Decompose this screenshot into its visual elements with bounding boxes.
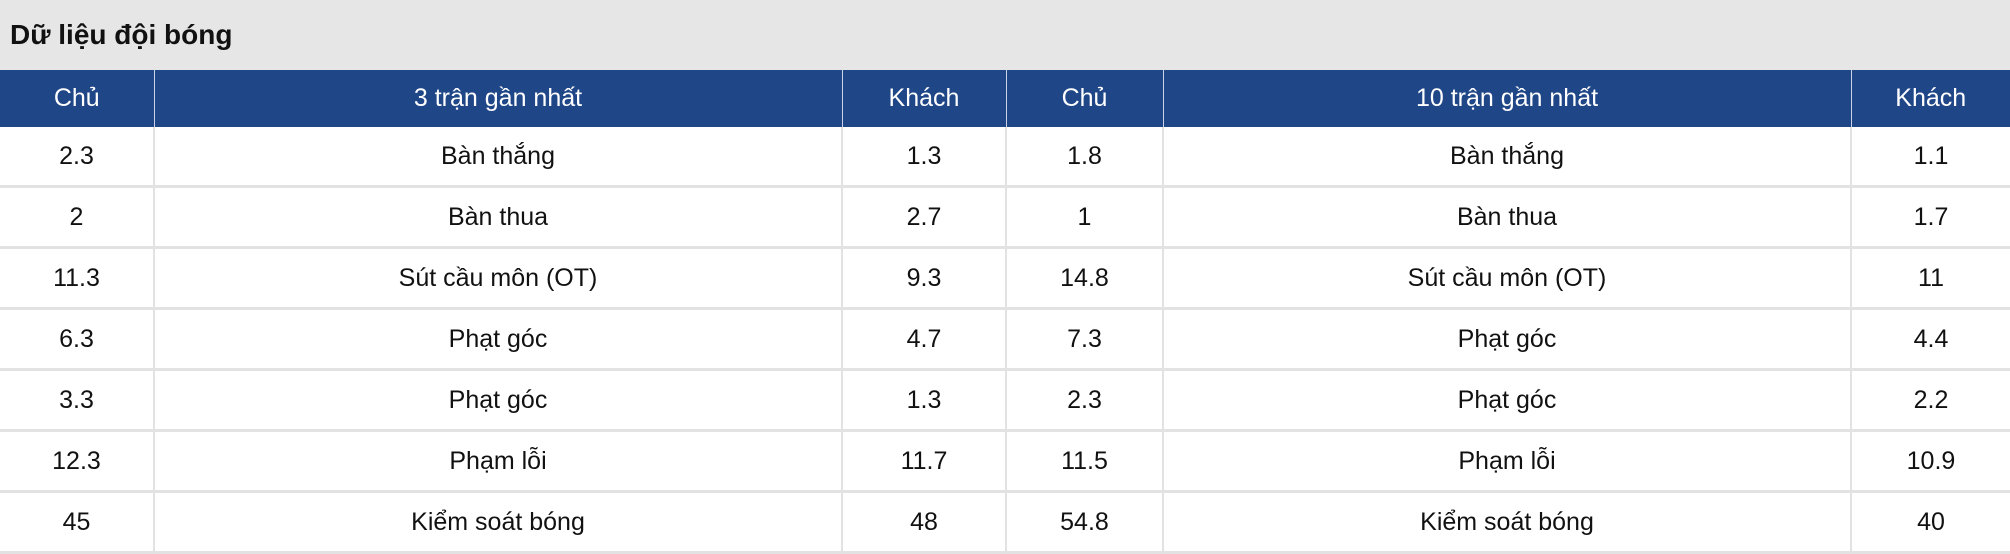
section-header: Dữ liệu đội bóng (0, 0, 2010, 70)
cell-away-10: 40 (1850, 491, 2010, 554)
cell-home-10: 14.8 (1005, 247, 1163, 310)
cell-home-3: 6.3 (0, 308, 154, 371)
cell-stat-label-10: Bàn thắng (1162, 127, 1851, 188)
header-last-10: 10 trận gần nhất (1162, 70, 1851, 127)
cell-home-3: 45 (0, 491, 154, 554)
header-home-10: Chủ (1005, 70, 1163, 127)
cell-home-10: 1 (1005, 186, 1163, 249)
cell-away-3: 1.3 (841, 127, 1006, 188)
table-row: 2.3 Bàn thắng 1.3 1.8 Bàn thắng 1.1 (0, 127, 2010, 188)
team-stats-table: Chủ 3 trận gần nhất Khách Chủ 10 trận gầ… (0, 70, 2010, 554)
cell-stat-label-10: Phạm lỗi (1162, 430, 1851, 493)
cell-stat-label-3: Sút cầu môn (OT) (153, 247, 842, 310)
cell-stat-label-10: Phạt góc (1162, 308, 1851, 371)
section-title: Dữ liệu đội bóng (10, 19, 233, 50)
cell-stat-label-3: Phạm lỗi (153, 430, 842, 493)
cell-away-10: 10.9 (1850, 430, 2010, 493)
cell-stat-label-3: Phạt góc (153, 369, 842, 432)
cell-stat-label-10: Phạt góc (1162, 369, 1851, 432)
cell-away-3: 4.7 (841, 308, 1006, 371)
cell-home-3: 2.3 (0, 127, 154, 188)
cell-away-3: 48 (841, 491, 1006, 554)
cell-home-3: 12.3 (0, 430, 154, 493)
cell-home-10: 7.3 (1005, 308, 1163, 371)
cell-home-10: 54.8 (1005, 491, 1163, 554)
table-row: 12.3 Phạm lỗi 11.7 11.5 Phạm lỗi 10.9 (0, 430, 2010, 493)
table-row: 3.3 Phạt góc 1.3 2.3 Phạt góc 2.2 (0, 369, 2010, 432)
header-last-3: 3 trận gần nhất (153, 70, 842, 127)
table-row: 11.3 Sút cầu môn (OT) 9.3 14.8 Sút cầu môn (… (0, 247, 2010, 310)
table-header-row: Chủ 3 trận gần nhất Khách Chủ 10 trận gầ… (0, 70, 2010, 127)
cell-home-3: 3.3 (0, 369, 154, 432)
cell-stat-label-10: Kiểm soát bóng (1162, 491, 1851, 554)
cell-home-3: 2 (0, 186, 154, 249)
cell-home-10: 1.8 (1005, 127, 1163, 188)
cell-stat-label-10: Sút cầu môn (OT) (1162, 247, 1851, 310)
header-away-3: Khách (841, 70, 1006, 127)
cell-away-3: 2.7 (841, 186, 1006, 249)
header-home-3: Chủ (0, 70, 154, 127)
table-row: 2 Bàn thua 2.7 1 Bàn thua 1.7 (0, 186, 2010, 249)
cell-away-10: 11 (1850, 247, 2010, 310)
cell-stat-label-10: Bàn thua (1162, 186, 1851, 249)
cell-away-10: 1.7 (1850, 186, 2010, 249)
cell-stat-label-3: Kiểm soát bóng (153, 491, 842, 554)
cell-away-10: 1.1 (1850, 127, 2010, 188)
cell-stat-label-3: Bàn thua (153, 186, 842, 249)
cell-home-10: 2.3 (1005, 369, 1163, 432)
header-away-10: Khách (1850, 70, 2010, 127)
table-row: 45 Kiểm soát bóng 48 54.8 Kiểm soát bóng 40 (0, 491, 2010, 554)
cell-away-3: 1.3 (841, 369, 1006, 432)
cell-home-10: 11.5 (1005, 430, 1163, 493)
cell-stat-label-3: Bàn thắng (153, 127, 842, 188)
cell-away-3: 11.7 (841, 430, 1006, 493)
cell-home-3: 11.3 (0, 247, 154, 310)
cell-away-10: 2.2 (1850, 369, 2010, 432)
cell-away-10: 4.4 (1850, 308, 2010, 371)
cell-stat-label-3: Phạt góc (153, 308, 842, 371)
cell-away-3: 9.3 (841, 247, 1006, 310)
table-row: 6.3 Phạt góc 4.7 7.3 Phạt góc 4.4 (0, 308, 2010, 371)
